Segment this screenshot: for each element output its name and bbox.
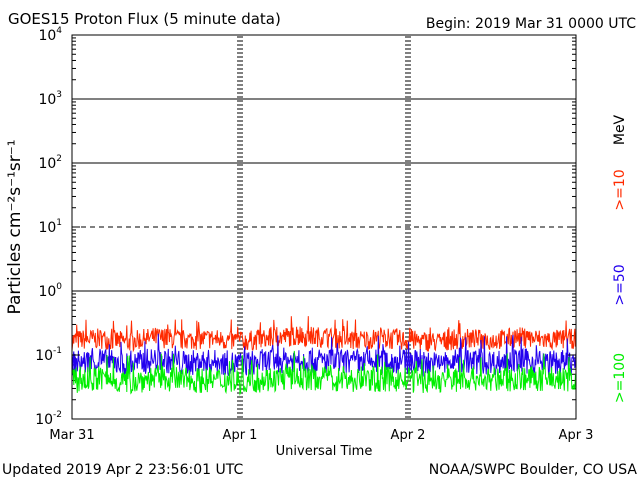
y-axis-label: Particles cm⁻²s⁻¹sr⁻¹ <box>5 139 25 314</box>
series-line-0 <box>71 316 577 353</box>
x-axis-label: Universal Time <box>276 444 373 459</box>
x-tick-label: Apr 2 <box>391 428 426 443</box>
updated-timestamp: Updated 2019 Apr 2 23:56:01 UTC <box>2 462 243 478</box>
y-tick-label: 10-2 <box>35 410 62 428</box>
legend-entry: >=50 <box>612 264 628 305</box>
day-tick-column <box>405 36 411 418</box>
series-line-1 <box>71 333 577 378</box>
x-tick-label: Mar 31 <box>49 428 94 443</box>
legend-entry: >=10 <box>612 169 628 210</box>
y-tick-label: 102 <box>38 154 62 172</box>
y-tick-label: 103 <box>38 90 62 108</box>
legend-entry: >=100 <box>612 353 628 403</box>
day-tick-column <box>237 36 243 418</box>
credit-text: NOAA/SWPC Boulder, CO USA <box>429 462 638 478</box>
y-tick-label: 10-1 <box>35 346 62 364</box>
x-tick-label: Apr 3 <box>559 428 594 443</box>
y-tick-label: 100 <box>38 282 62 300</box>
x-tick-label: Apr 1 <box>223 428 258 443</box>
y-tick-label: 101 <box>38 218 62 236</box>
y-tick-label: 104 <box>38 26 62 44</box>
legend-unit: MeV <box>612 114 628 145</box>
begin-time: Begin: 2019 Mar 31 0000 UTC <box>426 16 636 32</box>
series-line-2 <box>71 350 577 396</box>
chart-title: GOES15 Proton Flux (5 minute data) <box>8 10 281 28</box>
